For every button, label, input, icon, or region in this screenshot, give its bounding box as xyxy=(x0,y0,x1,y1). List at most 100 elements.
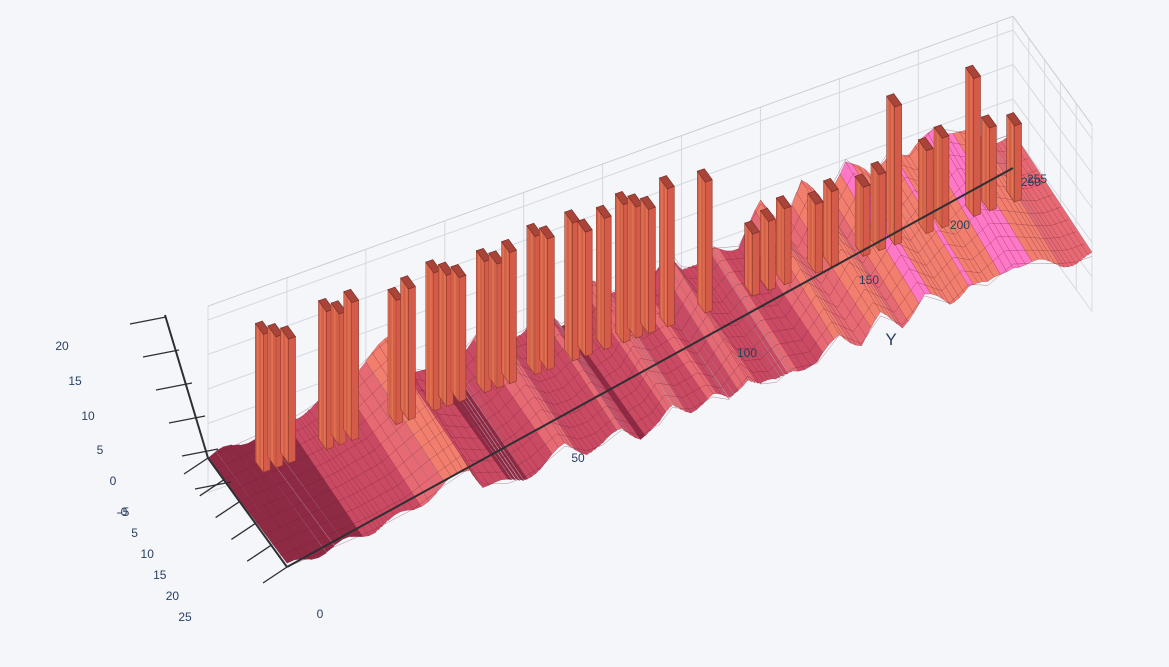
ridge-column xyxy=(501,238,517,385)
ridge-side xyxy=(648,206,656,335)
ridge-column xyxy=(807,190,824,275)
ridge-top xyxy=(576,218,593,233)
grid-line xyxy=(207,15,1014,307)
ridge-layer xyxy=(254,64,1022,474)
z-tick-mark xyxy=(142,349,180,358)
ridge-column xyxy=(744,220,760,298)
z-axis-line xyxy=(164,314,209,459)
z-tick-label: 0 xyxy=(110,474,117,488)
x-tick-mark xyxy=(262,566,288,584)
ridge-side xyxy=(458,274,467,403)
ridge-side xyxy=(783,205,792,286)
surface-patch xyxy=(654,266,739,395)
ridge-side xyxy=(288,336,296,464)
ridge-top xyxy=(501,238,517,253)
ridge-column xyxy=(760,207,776,292)
ridge-top xyxy=(807,190,824,205)
ridge-side xyxy=(815,201,824,274)
surface-mesh-line xyxy=(286,256,1093,568)
x-tick-mark xyxy=(231,522,256,540)
y-tick-label: 250 xyxy=(1021,175,1041,189)
ridge-column xyxy=(823,178,839,269)
z-tick-label: 15 xyxy=(68,374,82,388)
x-axis-line xyxy=(207,457,288,568)
ridge-column xyxy=(343,288,360,442)
y-axis-title: Y xyxy=(885,330,896,349)
x-tick-label: 5 xyxy=(131,526,138,540)
grid-line xyxy=(207,29,1014,321)
ridge-column xyxy=(267,323,284,469)
ridge-side xyxy=(351,299,359,442)
ridge-column xyxy=(280,325,296,465)
ridge-column xyxy=(854,173,871,258)
ridge-side xyxy=(547,236,555,371)
ridge-column xyxy=(595,204,612,351)
grid-line xyxy=(1012,64,1093,174)
z-tick-label: 5 xyxy=(97,443,104,457)
ridge-column xyxy=(775,195,792,286)
z-tick-label: -5 xyxy=(119,505,130,519)
y-tick-label: 255 xyxy=(1027,172,1047,186)
x-tick-label: 20 xyxy=(166,589,180,603)
ridge-column xyxy=(870,161,887,252)
ridge-column xyxy=(539,225,555,372)
surface-patch xyxy=(357,361,446,493)
grid-line xyxy=(1012,15,1093,126)
axis-layer xyxy=(164,167,1014,568)
ridge-column xyxy=(400,275,416,422)
ridge-side xyxy=(894,104,902,246)
ridge-top xyxy=(450,263,467,279)
surface-mesh-line xyxy=(271,231,1077,546)
ridge-top xyxy=(696,168,713,183)
ridge-top xyxy=(965,64,981,79)
ridge-column xyxy=(933,124,950,229)
ridge-column xyxy=(640,195,656,335)
ridge-top xyxy=(854,173,871,188)
ridge-side xyxy=(704,179,713,314)
ridge-top xyxy=(933,124,950,139)
ridge-column xyxy=(917,137,934,235)
ridge-side xyxy=(509,249,517,385)
ridge-column xyxy=(980,114,997,212)
y-tick-label: 150 xyxy=(859,273,879,287)
x-tick-mark xyxy=(215,501,240,519)
x-tick-label: 15 xyxy=(153,568,167,582)
ridge-side xyxy=(941,135,950,229)
x-tick-label: -0 xyxy=(117,505,128,519)
x-tick-mark xyxy=(183,457,209,475)
ridge-top xyxy=(400,275,416,290)
ridge-column xyxy=(450,263,467,403)
ridge-column xyxy=(576,218,593,358)
ridge-column xyxy=(488,250,505,390)
z-tick-label: 10 xyxy=(81,409,95,423)
ridge-side xyxy=(408,286,416,421)
surface-mesh-line xyxy=(263,219,1069,535)
y-tick-label: 200 xyxy=(950,218,970,232)
ridge-side xyxy=(973,75,981,217)
ridge-side xyxy=(666,185,675,328)
grid-line xyxy=(1012,133,1093,243)
ridge-side xyxy=(752,231,760,297)
ridge-side xyxy=(768,218,776,291)
x-tick-label: 10 xyxy=(141,547,155,561)
y-tick-label: 100 xyxy=(737,346,757,360)
surface-mesh-line xyxy=(279,243,1085,557)
ridge-column xyxy=(658,175,675,328)
z-tick-mark xyxy=(181,448,219,457)
ridge-side xyxy=(862,184,871,257)
surface-mesh-line xyxy=(247,194,1053,513)
ridge-top xyxy=(595,204,612,219)
ridge-side xyxy=(988,125,997,212)
z-tick-mark xyxy=(168,415,206,424)
grid-line xyxy=(1012,29,1093,140)
ridge-top xyxy=(823,178,839,193)
z-tick-mark xyxy=(155,382,193,391)
z-tick-mark xyxy=(194,481,232,490)
x-tick-mark xyxy=(246,544,272,562)
ridge-column xyxy=(696,168,713,315)
ridge-side xyxy=(584,229,593,357)
ridge-column xyxy=(886,93,903,246)
grid-line xyxy=(1012,98,1093,209)
